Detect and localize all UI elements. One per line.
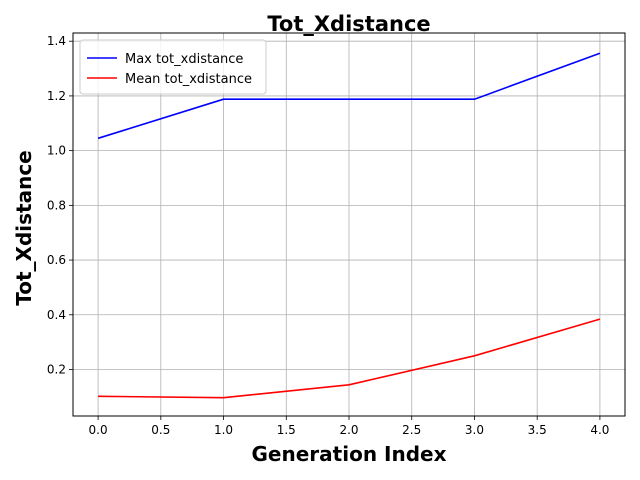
grid-lines (73, 33, 625, 416)
series-lines (97, 52, 601, 399)
y-tick-label: 0.8 (47, 198, 66, 212)
x-axis-label: Generation Index (252, 442, 447, 466)
y-tick-label: 0.4 (47, 308, 66, 322)
y-axis-label: Tot_Xdistance (12, 150, 36, 306)
series-line-max (97, 52, 601, 140)
x-tick-label: 0.5 (151, 423, 170, 437)
y-tick-label: 1.0 (47, 144, 66, 158)
legend-label-max: Max tot_xdistance (125, 52, 243, 67)
y-tick-label: 1.4 (47, 34, 66, 48)
legend-label-mean: Mean tot_xdistance (125, 72, 252, 87)
x-axis-ticks: 0.0 0.5 1.0 1.5 2.0 2.5 3.0 3.5 4.0 (89, 416, 609, 437)
y-tick-label: 0.6 (47, 253, 66, 267)
y-axis-ticks: 0.2 0.4 0.6 0.8 1.0 1.2 1.4 (47, 34, 73, 376)
y-tick-label: 1.2 (47, 89, 66, 103)
legend-box (79, 39, 267, 95)
x-tick-label: 4.0 (590, 423, 609, 437)
x-tick-label: 3.0 (465, 423, 484, 437)
x-tick-label: 2.5 (402, 423, 421, 437)
series-line-mean (98, 318, 601, 399)
x-tick-label: 1.0 (214, 423, 233, 437)
x-tick-label: 3.5 (528, 423, 547, 437)
x-tick-label: 1.5 (277, 423, 296, 437)
legend: Max tot_xdistance Mean tot_xdistance (79, 39, 267, 95)
chart-title: Tot_Xdistance (267, 12, 430, 36)
y-tick-label: 0.2 (47, 362, 66, 376)
x-tick-label: 0.0 (89, 423, 108, 437)
x-tick-label: 2.0 (339, 423, 358, 437)
